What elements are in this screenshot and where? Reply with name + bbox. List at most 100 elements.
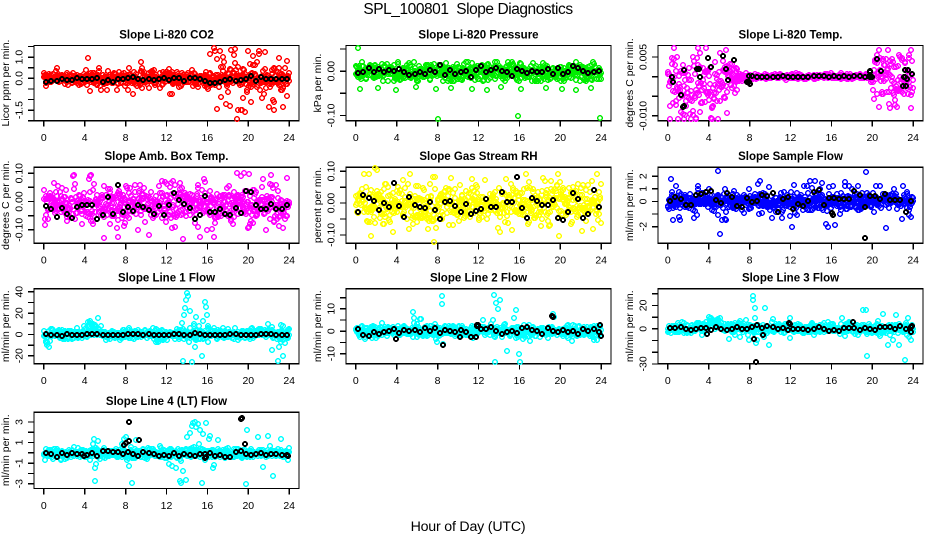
svg-text:-0.10: -0.10 — [326, 223, 338, 247]
svg-text:4: 4 — [82, 255, 88, 267]
svg-text:0: 0 — [41, 500, 47, 512]
svg-text:ml/min per min.: ml/min per min. — [624, 290, 636, 362]
svg-text:8: 8 — [123, 500, 129, 512]
svg-text:0: 0 — [353, 255, 359, 267]
svg-text:0: 0 — [665, 375, 671, 387]
svg-text:ml/min per min.: ml/min per min. — [0, 414, 12, 486]
svg-text:-0.10: -0.10 — [326, 103, 338, 127]
svg-text:16: 16 — [202, 500, 214, 512]
svg-text:SPL_100801 Slope Diagnostics: SPL_100801 Slope Diagnostics — [363, 1, 573, 18]
svg-text:-0.010: -0.010 — [638, 101, 650, 131]
svg-text:0: 0 — [638, 198, 650, 204]
svg-text:0.00: 0.00 — [14, 191, 26, 212]
svg-text:4: 4 — [394, 132, 400, 144]
svg-text:24: 24 — [595, 255, 607, 267]
svg-text:4: 4 — [394, 375, 400, 387]
svg-text:Slope Line 2 Flow: Slope Line 2 Flow — [430, 273, 527, 285]
svg-text:12: 12 — [785, 132, 797, 144]
svg-text:20: 20 — [638, 299, 650, 311]
svg-text:0: 0 — [326, 328, 338, 334]
svg-text:12: 12 — [161, 255, 173, 267]
svg-text:12: 12 — [161, 500, 173, 512]
svg-text:24: 24 — [907, 255, 919, 267]
svg-text:Slope Line 1 Flow: Slope Line 1 Flow — [118, 273, 215, 285]
svg-text:20: 20 — [866, 255, 878, 267]
svg-text:2: 2 — [638, 173, 650, 179]
svg-text:3: 3 — [14, 419, 26, 425]
svg-text:20: 20 — [242, 255, 254, 267]
svg-text:0.10: 0.10 — [326, 161, 338, 182]
svg-text:Slope Amb. Box Temp.: Slope Amb. Box Temp. — [105, 151, 229, 163]
svg-text:0: 0 — [353, 375, 359, 387]
svg-text:16: 16 — [202, 375, 214, 387]
svg-text:degrees C per min.: degrees C per min. — [0, 161, 12, 250]
svg-text:4: 4 — [706, 255, 712, 267]
svg-text:8: 8 — [123, 255, 129, 267]
svg-text:24: 24 — [283, 500, 295, 512]
svg-text:20: 20 — [14, 307, 26, 319]
svg-text:-2: -2 — [638, 222, 650, 231]
svg-text:Licor ppm per min.: Licor ppm per min. — [0, 40, 12, 127]
svg-text:8: 8 — [747, 132, 753, 144]
svg-text:20: 20 — [242, 375, 254, 387]
svg-text:Slope Sample Flow: Slope Sample Flow — [738, 151, 843, 163]
svg-text:8: 8 — [123, 375, 129, 387]
svg-text:12: 12 — [785, 375, 797, 387]
svg-text:4: 4 — [82, 500, 88, 512]
svg-text:16: 16 — [826, 375, 838, 387]
svg-text:-3: -3 — [14, 479, 26, 488]
svg-text:16: 16 — [202, 132, 214, 144]
svg-text:8: 8 — [435, 255, 441, 267]
svg-text:20: 20 — [554, 132, 566, 144]
svg-text:-20: -20 — [14, 348, 26, 363]
svg-text:1.0: 1.0 — [14, 50, 26, 65]
svg-text:12: 12 — [785, 255, 797, 267]
svg-text:Slope Li-820 CO2: Slope Li-820 CO2 — [119, 29, 214, 41]
svg-text:0: 0 — [638, 326, 650, 332]
svg-text:-1.5: -1.5 — [14, 101, 26, 119]
svg-text:4: 4 — [706, 132, 712, 144]
svg-text:0: 0 — [665, 255, 671, 267]
svg-text:24: 24 — [907, 132, 919, 144]
svg-text:16: 16 — [514, 255, 526, 267]
svg-text:4: 4 — [82, 132, 88, 144]
svg-text:0: 0 — [41, 375, 47, 387]
svg-text:-30: -30 — [638, 356, 650, 371]
svg-text:8: 8 — [123, 132, 129, 144]
svg-text:16: 16 — [202, 255, 214, 267]
svg-text:12: 12 — [161, 375, 173, 387]
svg-text:ml/min per min.: ml/min per min. — [312, 290, 324, 362]
svg-text:0: 0 — [14, 331, 26, 337]
svg-text:12: 12 — [473, 375, 485, 387]
svg-text:20: 20 — [866, 132, 878, 144]
svg-text:-10: -10 — [326, 346, 338, 361]
svg-text:percent per min.: percent per min. — [312, 167, 324, 243]
svg-text:20: 20 — [866, 375, 878, 387]
svg-text:degrees C per min.: degrees C per min. — [624, 38, 636, 127]
svg-text:16: 16 — [826, 255, 838, 267]
svg-text:12: 12 — [473, 132, 485, 144]
svg-text:0.005: 0.005 — [638, 44, 650, 70]
svg-text:0.10: 0.10 — [14, 163, 26, 184]
svg-text:4: 4 — [706, 375, 712, 387]
svg-text:0.00: 0.00 — [326, 61, 338, 82]
svg-text:24: 24 — [595, 132, 607, 144]
svg-text:4: 4 — [82, 375, 88, 387]
svg-text:Hour of Day (UTC): Hour of Day (UTC) — [411, 519, 526, 535]
svg-text:8: 8 — [435, 132, 441, 144]
svg-text:24: 24 — [907, 375, 919, 387]
svg-text:Slope Li-820 Temp.: Slope Li-820 Temp. — [739, 29, 843, 41]
svg-text:24: 24 — [283, 132, 295, 144]
svg-text:20: 20 — [242, 132, 254, 144]
svg-text:1: 1 — [638, 186, 650, 192]
svg-text:24: 24 — [283, 375, 295, 387]
svg-text:40: 40 — [14, 286, 26, 298]
svg-text:ml/min per min.: ml/min per min. — [624, 169, 636, 241]
svg-text:Slope Gas Stream RH: Slope Gas Stream RH — [419, 151, 537, 163]
svg-text:0.00: 0.00 — [326, 193, 338, 214]
svg-text:20: 20 — [554, 255, 566, 267]
svg-text:kPa per min.: kPa per min. — [312, 54, 324, 113]
svg-text:8: 8 — [747, 255, 753, 267]
svg-text:12: 12 — [161, 132, 173, 144]
svg-text:8: 8 — [435, 375, 441, 387]
